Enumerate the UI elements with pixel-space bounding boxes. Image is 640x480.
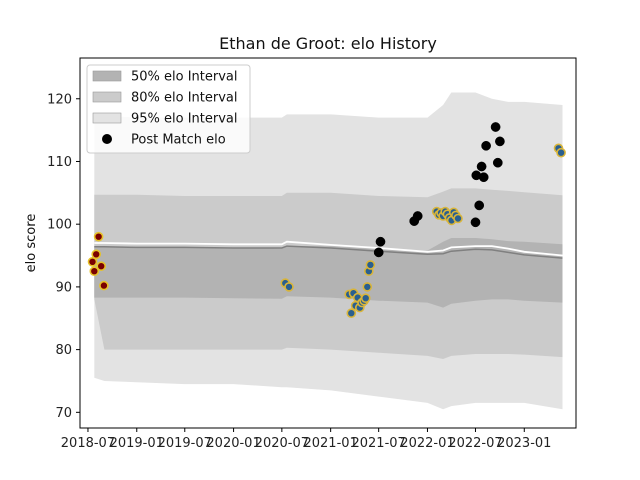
legend-swatch-80 [92, 91, 122, 103]
legend-swatch-50 [92, 70, 122, 82]
data-point-dark [474, 200, 485, 211]
data-point-dark [492, 157, 503, 168]
legend-label: 80% elo Interval [131, 91, 238, 106]
plot-area [79, 57, 577, 429]
legend-label: Post Match elo [131, 133, 226, 148]
legend: 50% elo Interval 80% elo Interval 95% elo … [86, 64, 251, 154]
x-axis: 2018-072019-012019-072020-012020-072021-… [61, 428, 551, 451]
legend-swatch-95 [92, 112, 122, 124]
data-point-gold [87, 256, 98, 267]
data-point-blue [284, 282, 294, 292]
y-tick-label: 120 [47, 92, 72, 107]
y-tick-label: 100 [47, 218, 72, 233]
data-point-gold [96, 261, 106, 272]
data-point-gold [89, 266, 100, 277]
data-point-gold [91, 249, 101, 260]
data-point-dark [495, 136, 505, 147]
x-tick-label: 2019-01 [110, 436, 164, 451]
data-point-blue [346, 308, 357, 319]
chart-title: Ethan de Groot: elo History [219, 34, 437, 53]
plot-frame [79, 57, 577, 429]
y-tick-label: 70 [55, 406, 72, 421]
x-tick-label: 2021-07 [351, 436, 405, 451]
y-tick-label: 80 [55, 343, 72, 358]
legend-label: 50% elo Interval [131, 70, 238, 85]
data-point-dark [470, 217, 481, 228]
data-point-dark [476, 161, 487, 172]
x-tick-label: 2019-07 [158, 436, 212, 451]
y-tick-label: 90 [55, 280, 72, 295]
legend-marker-post-match [102, 134, 112, 144]
band-50-interval [94, 238, 563, 308]
legend-frame [86, 64, 251, 154]
data-point-blue [453, 213, 463, 224]
data-point-dark [481, 140, 491, 151]
x-tick-label: 2018-07 [61, 436, 115, 451]
data-point-blue [365, 260, 376, 270]
data-point-blue [360, 293, 371, 304]
x-tick-label: 2022-07 [448, 436, 502, 451]
x-tick-label: 2020-07 [255, 436, 309, 451]
data-point-dark [490, 122, 501, 132]
data-point-dark [412, 211, 423, 221]
data-points [87, 122, 566, 319]
legend-label: 95% elo Interval [131, 112, 238, 127]
x-tick-label: 2020-01 [206, 436, 260, 451]
interval-bands [94, 92, 563, 410]
x-tick-label: 2023-01 [497, 436, 551, 451]
data-point-dark [478, 172, 489, 183]
data-point-blue [556, 147, 566, 158]
data-point-gold [99, 280, 109, 291]
data-point-gold [93, 231, 104, 242]
data-point-dark [373, 247, 384, 258]
y-tick-label: 110 [47, 155, 72, 170]
data-point-dark [375, 236, 386, 247]
y-axis: 70 80 90 100 110 120 [47, 92, 80, 421]
x-tick-label: 2022-01 [400, 436, 454, 451]
data-point-blue [362, 282, 373, 292]
x-tick-label: 2021-01 [303, 436, 357, 451]
y-axis-label: elo score [24, 214, 39, 273]
